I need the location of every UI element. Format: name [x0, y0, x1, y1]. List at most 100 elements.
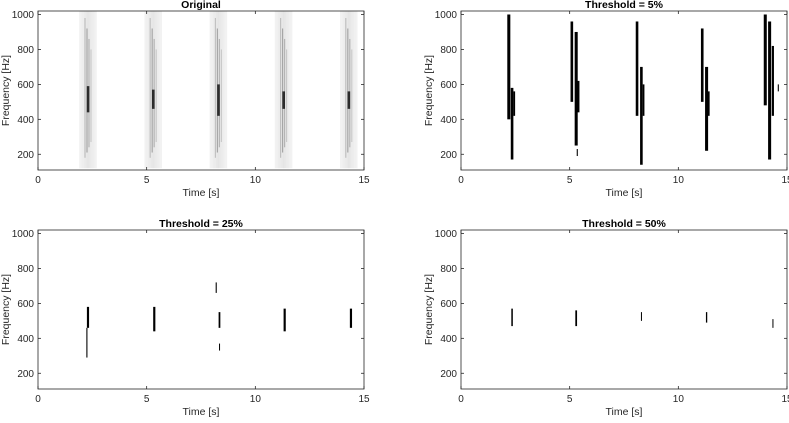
- y-tick-label: 1000: [435, 229, 458, 240]
- x-axis-label: Time [s]: [183, 406, 220, 418]
- smear-streak: [214, 17, 216, 158]
- smear-column: [277, 11, 280, 169]
- smear-column: [289, 11, 291, 169]
- chart-panel-2: 0 5 10 15 200 400 600 800 1000 Threshold = 5% Time…: [423, 0, 789, 199]
- event-mark: [768, 21, 772, 160]
- smear-column: [351, 11, 353, 169]
- smear-column: [346, 11, 348, 169]
- x-tick-label: 10: [673, 394, 685, 405]
- y-tick-label: 1000: [435, 10, 458, 21]
- smear-column: [344, 11, 347, 169]
- x-tick-label: 0: [35, 394, 41, 405]
- smear-column: [349, 11, 352, 169]
- y-axis-label: Frequency [Hz]: [423, 55, 435, 126]
- event-mark: [218, 312, 221, 328]
- event-mark: [510, 87, 514, 160]
- smear-column: [225, 11, 228, 169]
- smear-column: [149, 11, 151, 169]
- event-mark: [511, 308, 513, 327]
- smear-column: [150, 11, 153, 169]
- x-tick-label: 5: [144, 394, 150, 405]
- smear-column: [91, 11, 94, 169]
- event-mark: [700, 28, 704, 102]
- event-mark: [640, 66, 643, 165]
- x-tick-label: 10: [673, 175, 685, 186]
- smear-column: [287, 11, 290, 169]
- event-mark: [153, 306, 156, 332]
- x-axis-label: Time [s]: [606, 406, 643, 418]
- y-axis-label: Frequency [Hz]: [0, 274, 12, 345]
- smear-column: [79, 11, 81, 169]
- chart-title: Threshold = 5%: [585, 0, 664, 11]
- event-mark: [640, 312, 642, 321]
- event-mark: [777, 84, 779, 92]
- x-tick-label: 15: [358, 175, 370, 186]
- smear-column: [282, 11, 285, 169]
- x-tick-label: 0: [458, 394, 464, 405]
- event-mark: [772, 319, 774, 328]
- event-mark: [215, 282, 217, 293]
- y-tick-label: 800: [17, 45, 34, 56]
- smear-column: [214, 11, 216, 169]
- smear-column: [212, 11, 215, 169]
- y-tick-label: 400: [17, 334, 34, 345]
- y-tick-label: 600: [17, 299, 34, 310]
- x-tick-label: 15: [781, 175, 789, 186]
- chart-title: Threshold = 50%: [582, 218, 666, 230]
- smear-column: [85, 11, 88, 169]
- axes-box: [460, 10, 788, 171]
- plot-background: [461, 11, 787, 170]
- y-tick-label: 800: [440, 264, 457, 275]
- smear-streak: [220, 49, 222, 143]
- x-tick-label: 10: [250, 394, 262, 405]
- x-axis-label: Time [s]: [183, 187, 220, 199]
- smear-column: [220, 11, 223, 169]
- event-mark: [513, 91, 516, 116]
- smear-column: [290, 11, 293, 169]
- x-tick-label: 5: [567, 175, 573, 186]
- smear-column: [347, 11, 350, 169]
- y-tick-label: 400: [440, 334, 457, 345]
- event-mark: [219, 343, 221, 351]
- smear-column: [93, 11, 96, 169]
- smear-streak: [279, 17, 282, 158]
- smear-streak: [90, 49, 92, 143]
- y-tick-label: 800: [17, 264, 34, 275]
- event-mark: [86, 306, 90, 328]
- event-peak: [217, 84, 220, 116]
- smear-column: [339, 11, 342, 169]
- event-mark: [763, 14, 767, 106]
- y-tick-label: 200: [17, 150, 34, 161]
- smear-column: [155, 11, 158, 169]
- x-tick-label: 15: [358, 394, 370, 405]
- y-tick-label: 400: [17, 115, 34, 126]
- event-peak: [282, 91, 285, 109]
- event-mark: [86, 327, 88, 358]
- smear-column: [80, 11, 83, 169]
- y-tick-label: 600: [17, 80, 34, 91]
- smear-column: [157, 11, 159, 169]
- y-tick-label: 800: [440, 45, 457, 56]
- smear-column: [160, 11, 162, 169]
- event-peak: [347, 91, 351, 109]
- smear-column: [274, 11, 277, 169]
- y-tick-label: 600: [440, 299, 457, 310]
- event-mark: [507, 14, 511, 120]
- x-tick-label: 0: [458, 175, 464, 186]
- event-mark: [771, 45, 774, 116]
- y-tick-label: 200: [440, 369, 457, 380]
- x-tick-label: 0: [35, 175, 41, 186]
- smear-streak: [345, 17, 347, 158]
- smear-column: [341, 11, 344, 169]
- smear-column: [354, 11, 356, 169]
- smear-column: [222, 11, 224, 169]
- x-tick-label: 15: [781, 394, 789, 405]
- x-tick-label: 5: [144, 175, 150, 186]
- smear-column: [284, 11, 286, 169]
- event-mark: [575, 310, 578, 327]
- event-smear: [339, 11, 358, 169]
- axes-box: [37, 229, 365, 390]
- event-smear: [274, 11, 293, 169]
- smear-column: [219, 11, 221, 169]
